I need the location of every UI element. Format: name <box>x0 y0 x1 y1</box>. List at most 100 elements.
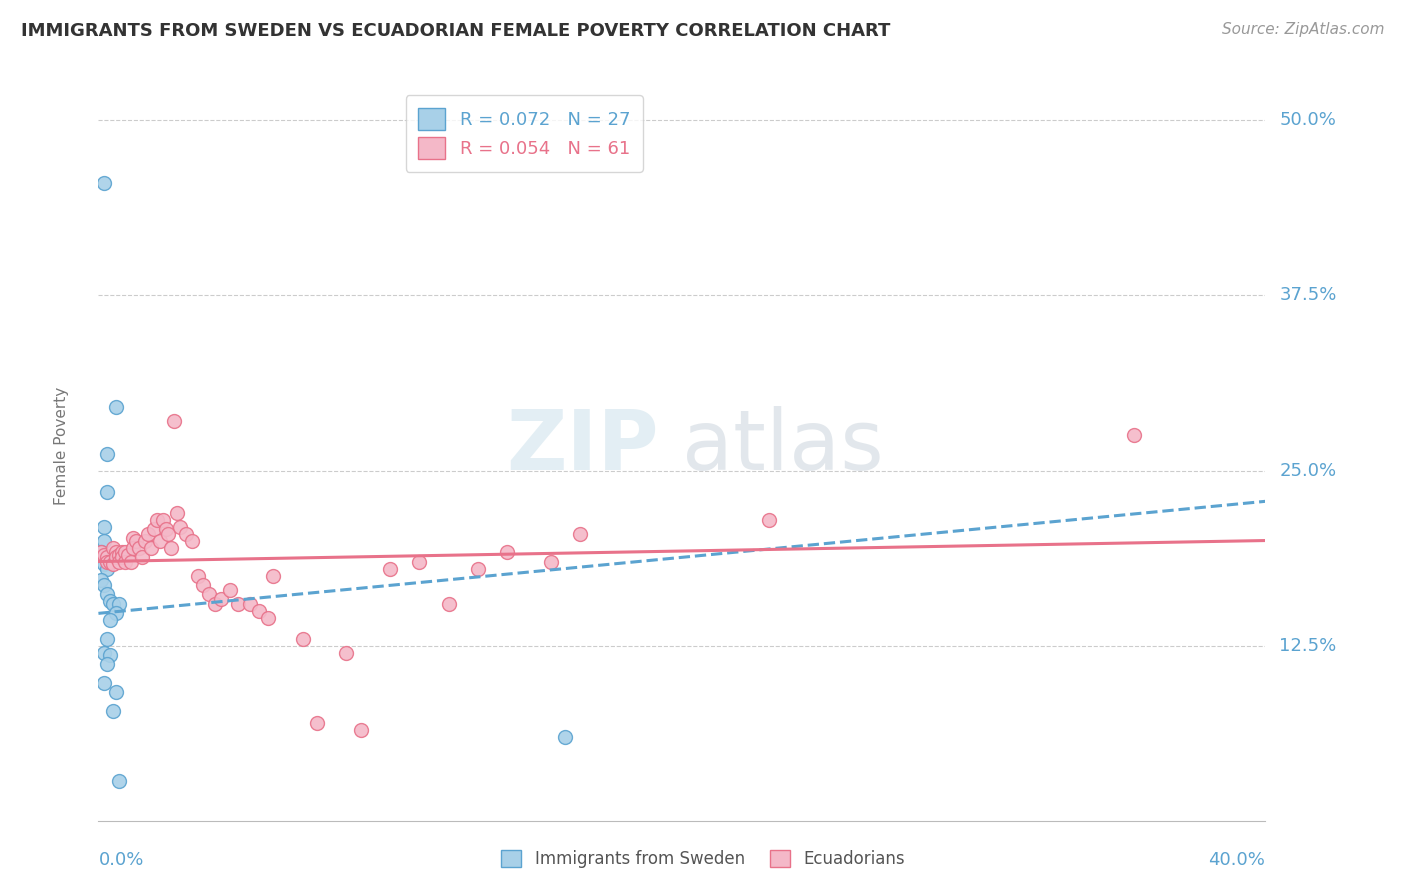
Point <box>93 578 115 592</box>
Point <box>111 550 134 565</box>
Point <box>160 541 183 555</box>
Point <box>142 522 165 536</box>
Point <box>96 447 118 461</box>
Point <box>136 526 159 541</box>
Point <box>239 597 262 611</box>
Point <box>467 561 489 575</box>
Legend: Immigrants from Sweden, Ecuadorians: Immigrants from Sweden, Ecuadorians <box>495 843 911 875</box>
Point <box>180 533 202 548</box>
Point <box>193 578 215 592</box>
Point <box>335 646 357 660</box>
Point <box>146 512 169 526</box>
Point <box>96 657 118 671</box>
Point <box>93 533 115 548</box>
Text: 50.0%: 50.0% <box>1279 112 1336 129</box>
Point <box>93 676 115 690</box>
Point <box>96 587 118 601</box>
Point <box>228 597 250 611</box>
Point <box>131 550 153 565</box>
Point <box>134 533 156 548</box>
Point <box>540 555 562 569</box>
Point <box>187 568 209 582</box>
Point <box>114 545 136 559</box>
Point <box>90 545 112 559</box>
Point <box>163 415 186 429</box>
Point <box>209 592 232 607</box>
Point <box>262 568 284 582</box>
Point <box>104 607 127 621</box>
Point <box>96 632 118 646</box>
Point <box>90 545 112 559</box>
Point <box>408 555 430 569</box>
Point <box>98 555 121 569</box>
Point <box>98 648 121 663</box>
Point <box>155 522 177 536</box>
Point <box>96 484 118 499</box>
Point <box>96 550 118 565</box>
Text: Female Poverty: Female Poverty <box>55 387 69 505</box>
Point <box>758 512 780 526</box>
Point <box>157 526 180 541</box>
Point <box>496 545 519 559</box>
Point <box>247 603 270 617</box>
Point <box>169 519 191 533</box>
Text: atlas: atlas <box>682 406 883 486</box>
Point <box>149 533 172 548</box>
Point <box>1123 428 1146 442</box>
Text: IMMIGRANTS FROM SWEDEN VS ECUADORIAN FEMALE POVERTY CORRELATION CHART: IMMIGRANTS FROM SWEDEN VS ECUADORIAN FEM… <box>21 22 890 40</box>
Point <box>128 541 150 555</box>
Point <box>380 561 402 575</box>
Point <box>307 715 329 730</box>
Point <box>111 545 134 559</box>
Point <box>93 519 115 533</box>
Point <box>93 558 115 572</box>
Point <box>437 597 460 611</box>
Point <box>93 177 115 191</box>
Legend: R = 0.072   N = 27, R = 0.054   N = 61: R = 0.072 N = 27, R = 0.054 N = 61 <box>406 95 643 172</box>
Point <box>291 632 314 646</box>
Point <box>101 558 124 572</box>
Point <box>174 526 197 541</box>
Text: 37.5%: 37.5% <box>1279 286 1337 304</box>
Text: ZIP: ZIP <box>506 406 658 486</box>
Point <box>101 597 124 611</box>
Text: 12.5%: 12.5% <box>1279 637 1337 655</box>
Point <box>108 774 131 789</box>
Point <box>204 597 226 611</box>
Point <box>101 541 124 555</box>
Point <box>104 545 127 559</box>
Text: 0.0%: 0.0% <box>98 851 143 869</box>
Point <box>122 531 145 545</box>
Point <box>166 506 188 520</box>
Point <box>101 705 124 719</box>
Point <box>198 587 221 601</box>
Point <box>122 541 145 555</box>
Point <box>114 555 136 569</box>
Point <box>139 541 162 555</box>
Point <box>350 723 373 737</box>
Point <box>93 646 115 660</box>
Point <box>256 610 278 624</box>
Point <box>554 730 576 744</box>
Point <box>120 555 142 569</box>
Point <box>104 685 127 699</box>
Point <box>96 550 118 565</box>
Point <box>108 597 131 611</box>
Text: 25.0%: 25.0% <box>1279 461 1337 480</box>
Text: Source: ZipAtlas.com: Source: ZipAtlas.com <box>1222 22 1385 37</box>
Point <box>104 401 127 415</box>
Point <box>152 512 174 526</box>
Point <box>96 561 118 575</box>
Text: 40.0%: 40.0% <box>1209 851 1265 869</box>
Point <box>125 533 148 548</box>
Point <box>108 548 131 562</box>
Point <box>98 593 121 607</box>
Point <box>93 548 115 562</box>
Point <box>568 526 591 541</box>
Point <box>218 582 240 597</box>
Point <box>90 573 112 587</box>
Point <box>98 613 121 627</box>
Point <box>96 555 118 569</box>
Point <box>117 548 139 562</box>
Point <box>108 555 131 569</box>
